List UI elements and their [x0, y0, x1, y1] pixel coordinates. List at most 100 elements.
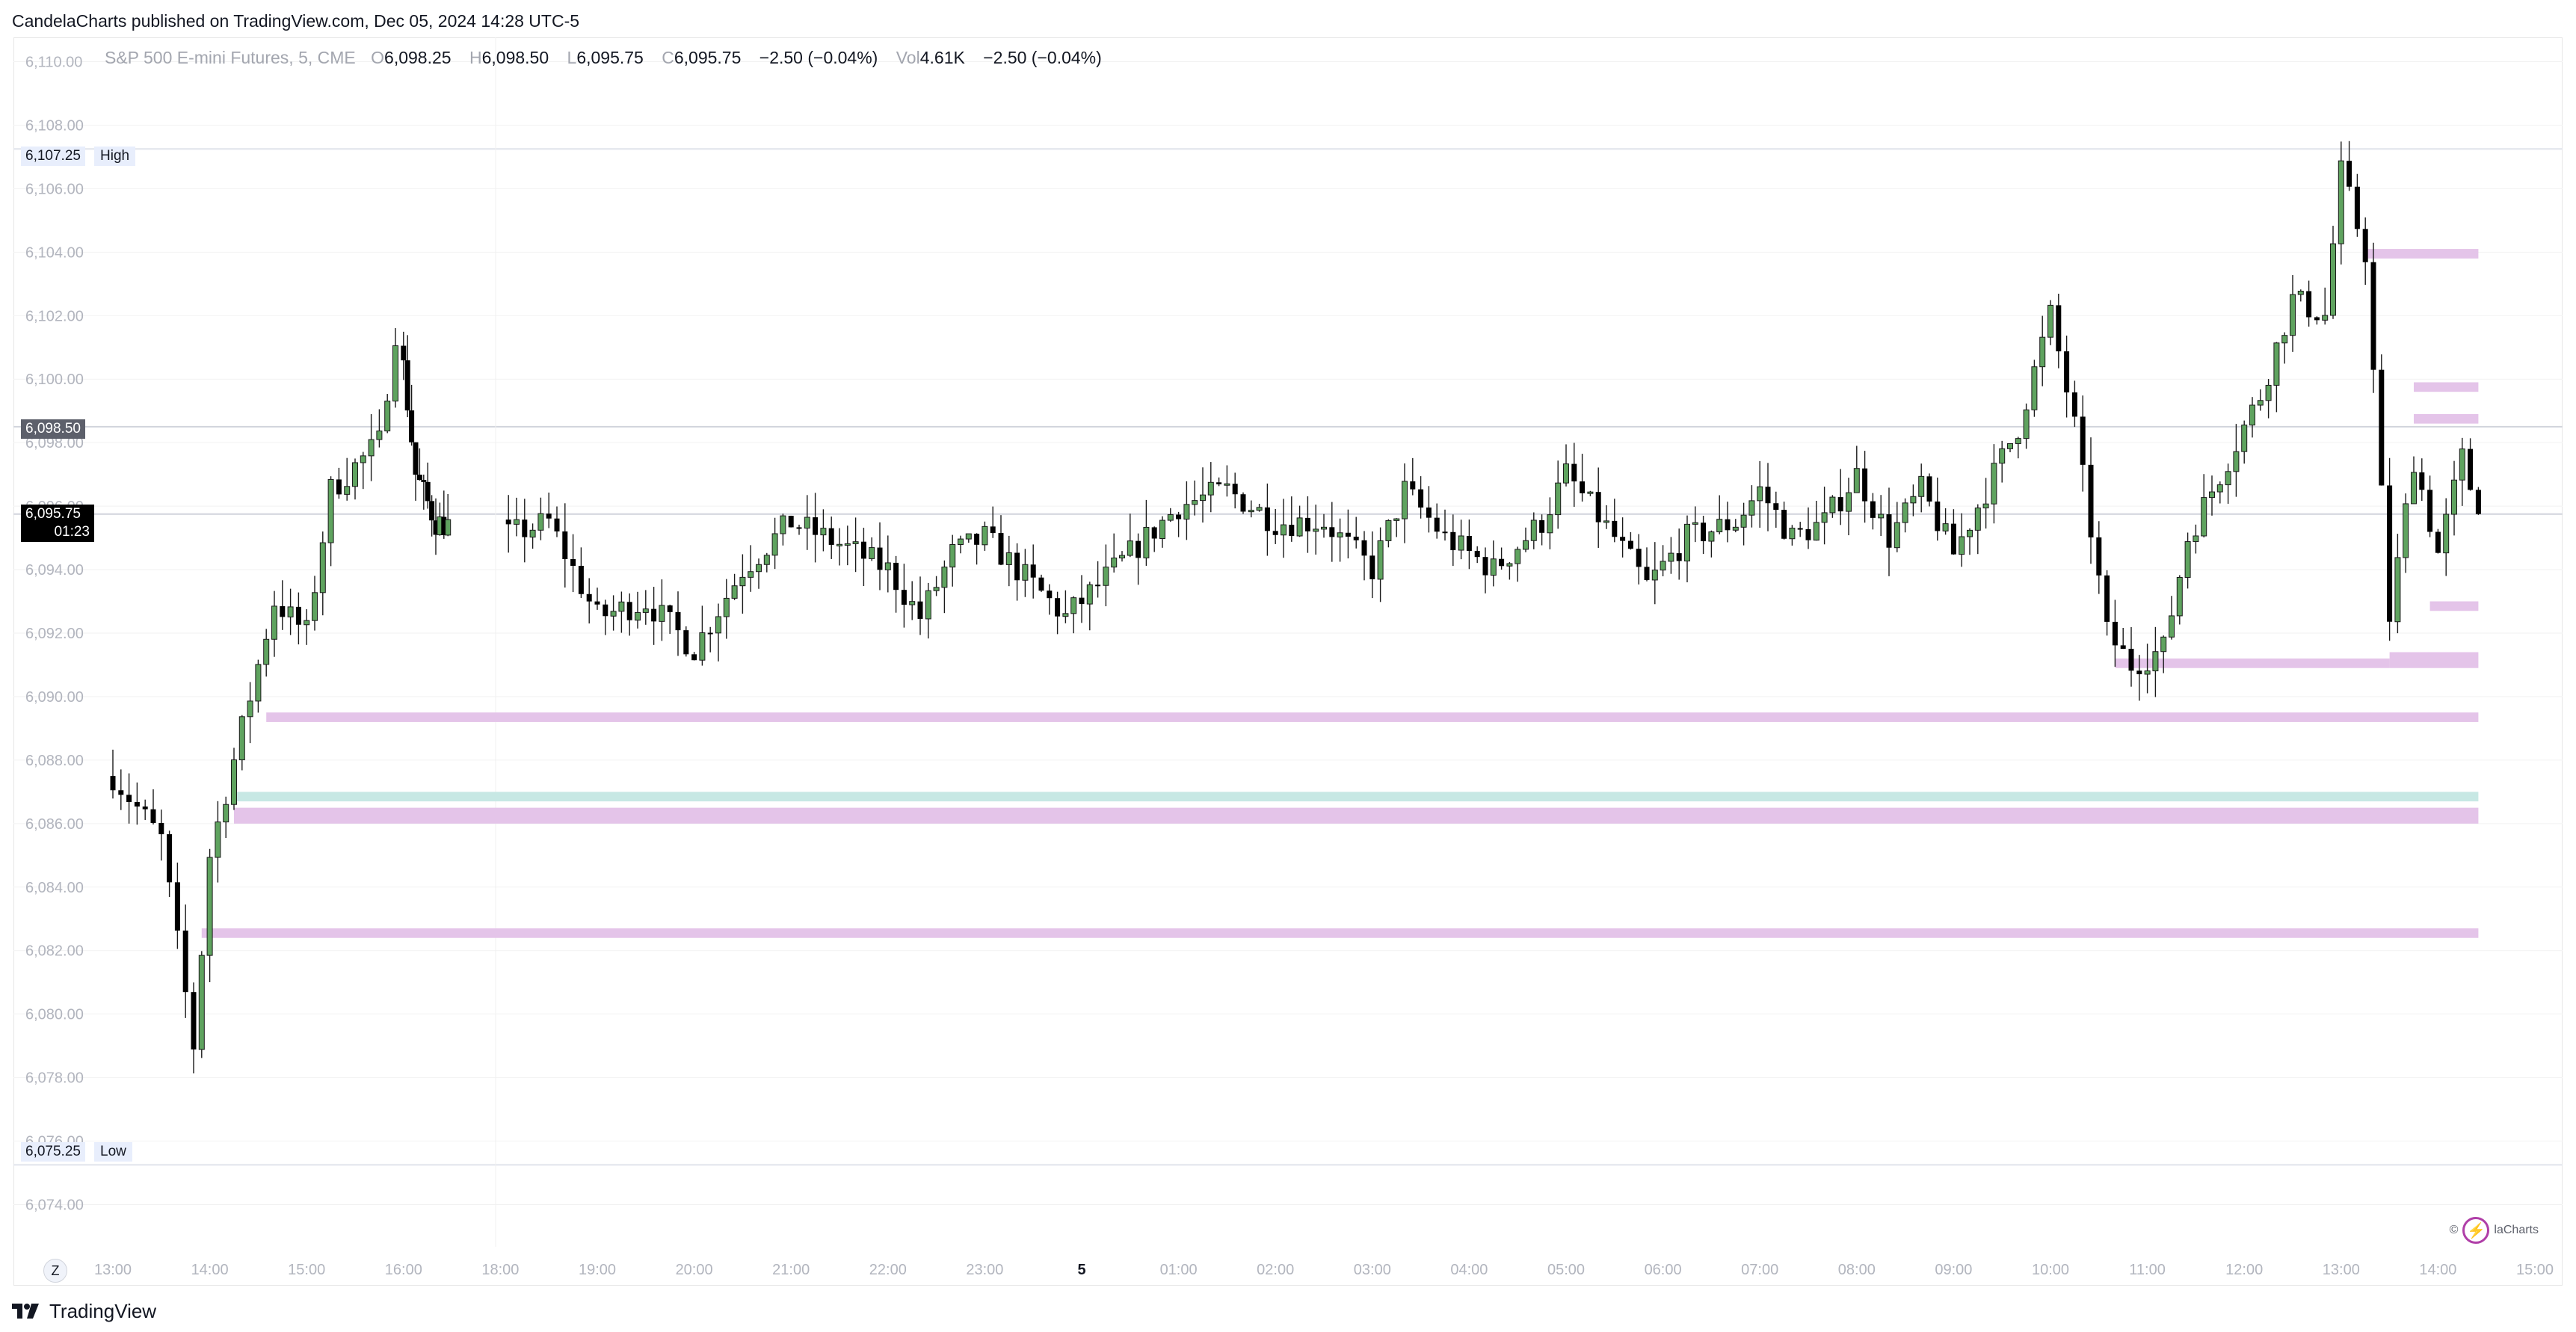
x-tick-label: 07:00	[1741, 1262, 1778, 1278]
candle-up	[748, 571, 754, 578]
candle-up	[1563, 463, 1569, 484]
candle-up	[1207, 481, 1214, 496]
candle-up	[2459, 448, 2465, 481]
x-tick-label: 22:00	[869, 1262, 907, 1278]
x-tick-label: 10:00	[2032, 1262, 2069, 1278]
candle-up	[1878, 514, 1885, 519]
candle-down	[1862, 468, 1868, 502]
candle-down	[2128, 648, 2134, 671]
low-price-label: 6,075.25	[21, 1142, 85, 1162]
bolt-icon: ⚡	[2462, 1217, 2490, 1244]
candle-up	[1490, 558, 1497, 576]
candle-down	[2096, 537, 2102, 576]
candle-up	[1603, 520, 1609, 523]
x-axis: 13:00 14:00 15:00 16:00 18:00 19:00 20:00 21:00…	[94, 1262, 2554, 1278]
candle-down	[2306, 291, 2312, 318]
candle-up	[1143, 526, 1150, 558]
candle-up	[1159, 519, 1165, 539]
candle-down	[336, 479, 342, 495]
candle-up	[1660, 561, 1666, 571]
candle-up	[1530, 519, 1537, 541]
candle-down	[651, 608, 657, 622]
candle-up	[2225, 471, 2231, 486]
x-tick-label: 14:00	[191, 1262, 229, 1278]
candle-down	[167, 834, 173, 883]
candle-down	[860, 541, 866, 559]
candle-up	[1821, 512, 1828, 523]
candle-up	[836, 543, 842, 546]
candle-down	[1466, 535, 1472, 551]
legend-close: 6,095.75	[674, 48, 742, 67]
candle-up	[271, 605, 277, 640]
zone-pink	[2429, 601, 2479, 611]
countdown-label: 01:23	[21, 522, 94, 542]
candle-up	[715, 616, 721, 634]
candle-up	[1111, 557, 1118, 568]
candle-down	[1571, 463, 1577, 482]
candle-up	[635, 611, 641, 621]
footer[interactable]: TradingView	[12, 1298, 156, 1325]
x-tick-label: 15:00	[288, 1262, 325, 1278]
candle-down	[1644, 567, 1650, 580]
candle-down	[546, 514, 552, 519]
candle-up	[2273, 342, 2280, 386]
candle-up	[1853, 468, 1860, 493]
candle-down	[1289, 525, 1295, 537]
candle-up	[2241, 425, 2248, 452]
candle-up	[1732, 526, 1739, 531]
candle-up	[852, 541, 859, 544]
candle-down	[1353, 536, 1359, 540]
candle-down	[1047, 591, 1053, 599]
legend-high: 6,098.50	[481, 48, 549, 67]
candle-up	[2193, 535, 2199, 543]
candle-up	[699, 632, 706, 661]
candle-up	[739, 576, 746, 587]
candle-down	[413, 442, 419, 475]
candle-up	[215, 821, 221, 858]
candle-up	[231, 759, 237, 805]
candle-up	[1458, 535, 1464, 551]
candle-up	[1402, 481, 1408, 519]
candle-up	[2047, 304, 2053, 338]
candle-up	[2039, 336, 2046, 368]
candle-up	[2249, 404, 2255, 426]
candle-down	[2468, 448, 2474, 490]
candle-down	[788, 516, 794, 528]
candle-up	[2209, 491, 2215, 499]
y-axis: 6,074.006,076.006,078.006,080.006,082.00…	[25, 54, 84, 1213]
candle-up	[958, 538, 964, 546]
candle-up	[327, 478, 334, 543]
candle-down	[796, 527, 802, 529]
candle-up	[2322, 315, 2329, 321]
y-tick-label: 6,106.00	[25, 181, 84, 197]
candle-up	[1982, 503, 1989, 509]
candle-down	[429, 501, 435, 521]
y-tick-label: 6,108.00	[25, 117, 84, 134]
candle-up	[731, 585, 738, 599]
candle-down	[2362, 229, 2368, 262]
candle-up	[2007, 443, 2013, 449]
candle-down	[1676, 553, 1682, 561]
candle-down	[441, 517, 447, 535]
candle-down	[683, 630, 689, 655]
chart-frame	[13, 37, 2563, 1286]
candle-down	[409, 410, 415, 443]
candle-down	[1410, 481, 1416, 490]
candle-down	[2379, 369, 2385, 486]
candle-up	[1740, 514, 1747, 528]
candle-up	[1183, 504, 1190, 520]
candle-down	[974, 534, 980, 545]
candle-up	[319, 542, 326, 593]
candle-up	[949, 544, 956, 568]
y-tick-label: 6,086.00	[25, 816, 84, 833]
copyright-symbol: ©	[2449, 1224, 2459, 1236]
candle-up	[1337, 532, 1343, 537]
candle-down	[2064, 351, 2070, 392]
zoom-button[interactable]: Z	[43, 1259, 67, 1283]
candle-up	[445, 519, 452, 536]
candle-up	[255, 664, 262, 702]
x-tick-label: 13:00	[94, 1262, 132, 1278]
x-tick-label: 18:00	[481, 1262, 519, 1278]
candle-down	[174, 882, 180, 931]
